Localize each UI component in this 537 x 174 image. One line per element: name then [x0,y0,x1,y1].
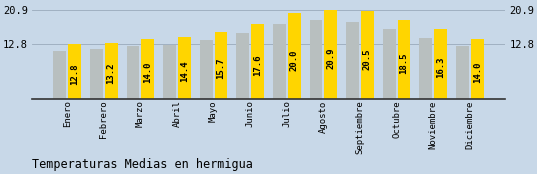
Text: 20.5: 20.5 [363,49,372,70]
Bar [236,33,249,99]
Text: 16.3: 16.3 [436,57,445,78]
Bar [383,29,396,99]
X-axis label: Temperaturas Medias en hermigua: Temperaturas Medias en hermigua [32,158,253,171]
Bar [54,51,66,99]
Bar [163,45,176,99]
Bar [68,44,81,99]
Bar [214,32,227,99]
Bar [288,13,301,99]
Bar [141,39,154,99]
Bar [456,46,469,99]
Text: 14.0: 14.0 [473,61,482,83]
Text: 20.0: 20.0 [289,50,299,71]
Bar [127,46,140,99]
Bar [273,24,286,99]
Bar [251,24,264,99]
Bar [361,11,374,99]
Bar [178,37,191,99]
Text: 20.9: 20.9 [326,48,335,69]
Bar [200,40,213,99]
Bar [324,10,337,99]
Bar [90,49,103,99]
Text: 12.8: 12.8 [70,64,79,85]
Bar [310,20,323,99]
Bar [397,20,410,99]
Text: 18.5: 18.5 [400,53,409,74]
Text: 14.0: 14.0 [143,61,152,83]
Bar [346,22,359,99]
Text: 14.4: 14.4 [180,61,189,82]
Bar [471,39,483,99]
Text: 17.6: 17.6 [253,54,262,76]
Text: 15.7: 15.7 [216,58,226,80]
Bar [434,29,447,99]
Bar [419,38,432,99]
Bar [105,42,118,99]
Text: 13.2: 13.2 [107,63,115,84]
